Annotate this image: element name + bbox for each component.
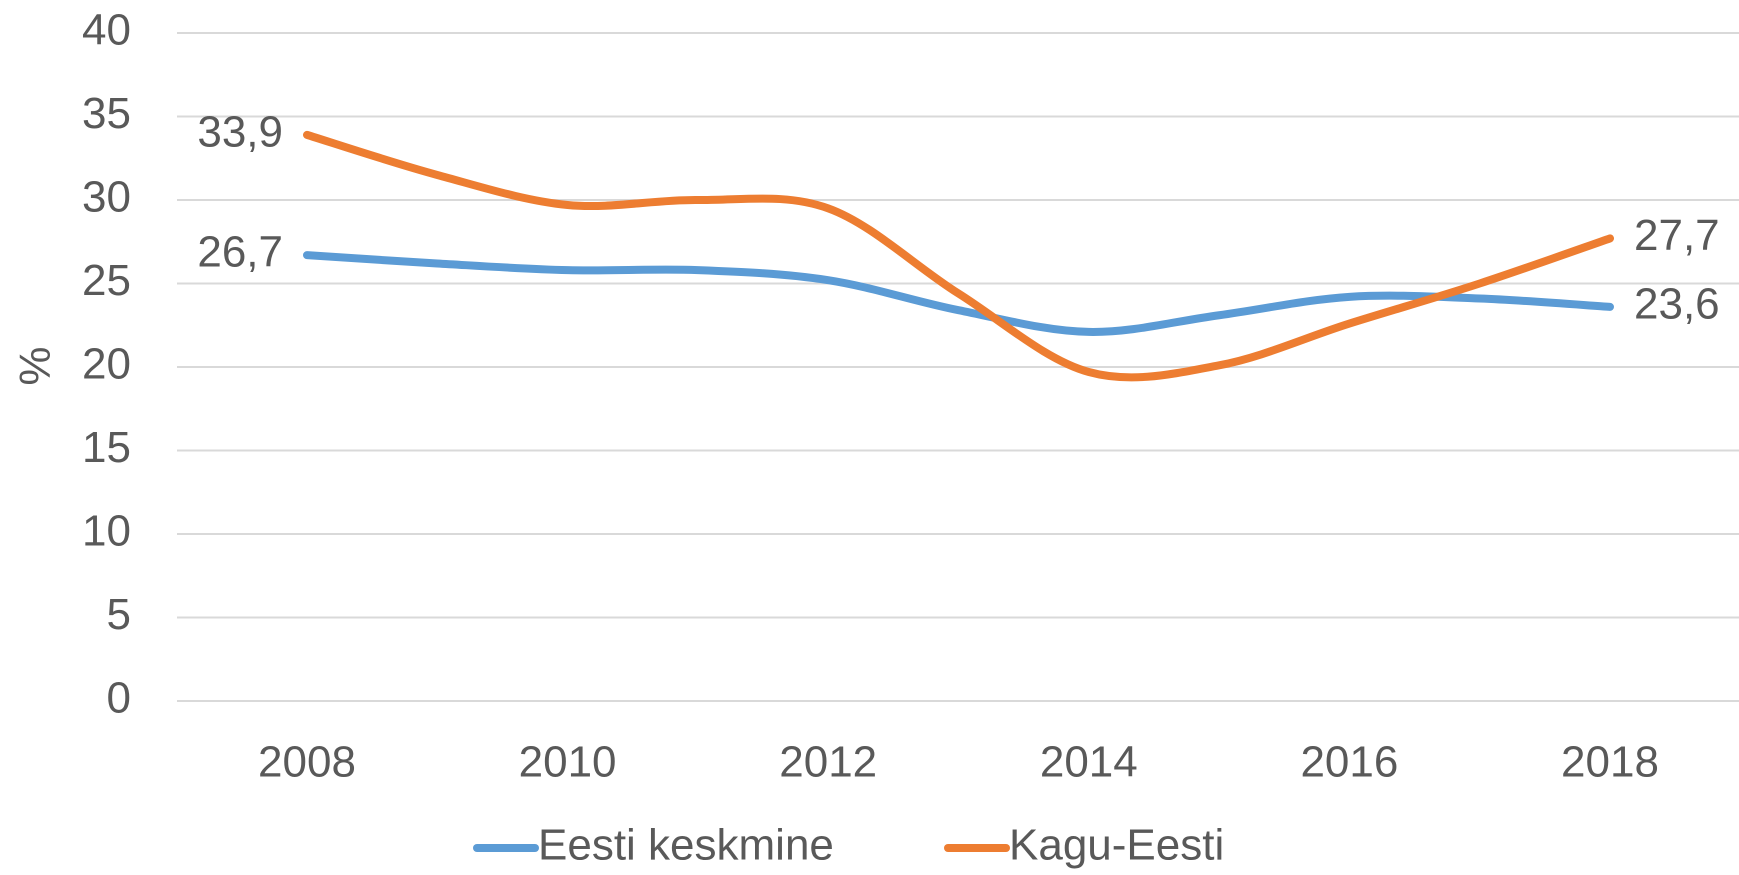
data-label: 33,9 [197, 107, 283, 156]
data-label: 23,6 [1634, 280, 1720, 329]
y-tick-label: 10 [82, 507, 131, 556]
y-tick-label: 15 [82, 423, 131, 472]
y-tick-label: 0 [107, 674, 131, 723]
legend-label: Eesti keskmine [538, 821, 834, 870]
y-tick-label: 25 [82, 256, 131, 305]
y-tick-label: 30 [82, 173, 131, 222]
x-tick-label: 2014 [1040, 738, 1138, 787]
legend-label: Kagu-Eesti [1009, 821, 1224, 870]
y-tick-label: 35 [82, 89, 131, 138]
y-tick-label: 40 [82, 6, 131, 55]
x-tick-label: 2010 [519, 738, 617, 787]
series-line [303, 130, 1614, 382]
x-tick-label: 2016 [1300, 738, 1398, 787]
y-axis-label: % [11, 346, 60, 385]
data-label: 27,7 [1634, 211, 1720, 260]
x-tick-label: 2018 [1561, 738, 1659, 787]
y-tick-label: 5 [107, 590, 131, 639]
x-tick-label: 2008 [258, 738, 356, 787]
y-tick-label: 20 [82, 340, 131, 389]
data-label: 26,7 [197, 228, 283, 277]
x-tick-label: 2012 [779, 738, 877, 787]
series-line [303, 251, 1614, 336]
